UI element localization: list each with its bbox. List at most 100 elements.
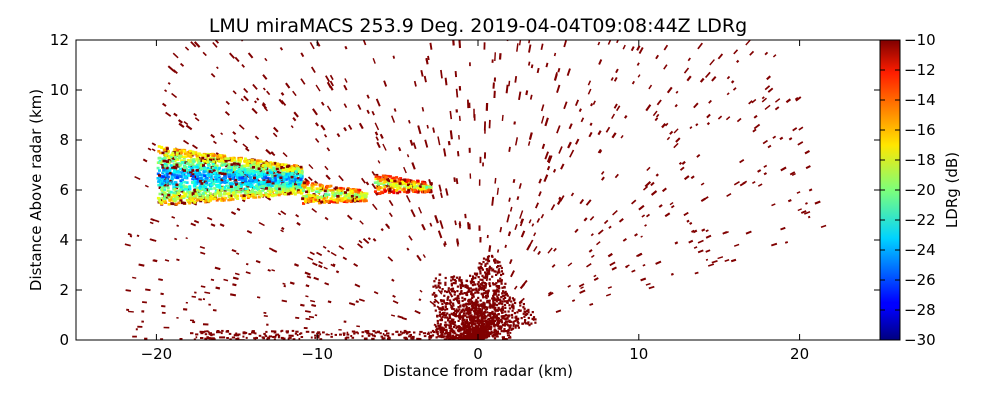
radar-echo-clutter <box>481 318 483 320</box>
cloud-layer-main-cell <box>186 162 189 165</box>
cloud-layer-main-cell <box>257 162 260 165</box>
radar-echo-speckle <box>441 70 442 78</box>
radar-echo-ground <box>437 331 439 333</box>
radar-echo-clutter <box>465 321 467 323</box>
radar-echo-speckle <box>489 245 490 252</box>
cloud-layer-main-cell <box>230 163 233 166</box>
radar-echo-clutter <box>501 292 503 294</box>
cloud-layer-tail-cell <box>358 189 361 192</box>
radar-echo-speckle <box>130 236 132 237</box>
cloud-layer-tail-cell <box>316 187 319 190</box>
cloud-layer-main-cell <box>283 179 286 182</box>
radar-echo-clutter <box>511 316 513 318</box>
cloud-layer-main-cell <box>218 184 221 187</box>
radar-echo-clutter <box>440 323 442 325</box>
cloud-layer-main-cell <box>247 168 250 171</box>
radar-echo-ground <box>217 330 220 332</box>
radar-echo-speckle <box>457 178 458 184</box>
radar-echo-ground <box>232 337 235 339</box>
cloud-layer-main-cell <box>170 164 173 167</box>
radar-echo-clutter <box>493 270 495 272</box>
radar-echo-clutter <box>488 314 490 316</box>
radar-echo-clutter <box>467 300 469 302</box>
radar-echo-clutter <box>456 310 458 312</box>
cloud-layer-main-cell <box>218 172 221 175</box>
radar-echo-speckle <box>306 285 309 286</box>
radar-echo-ground <box>200 332 203 334</box>
radar-echo-clutter <box>489 307 491 309</box>
radar-echo-speckle <box>509 81 510 86</box>
radar-echo-ground <box>209 337 212 339</box>
radar-echo-clutter <box>443 328 445 330</box>
cloud-layer-main-cell <box>166 160 169 163</box>
cloud-layer-tail-cell <box>301 197 304 200</box>
cloud-layer-tail-cell <box>351 190 354 193</box>
cloud-layer-main-cell <box>223 192 226 195</box>
radar-echo-ground <box>392 333 395 335</box>
cloud-layer-main-cell <box>214 197 217 200</box>
radar-echo-clutter <box>432 286 434 288</box>
radar-echo-ground <box>473 338 475 340</box>
cloud-layer-main-cell <box>179 197 182 200</box>
radar-echo-speckle <box>393 56 394 59</box>
radar-echo-speckle <box>451 130 452 139</box>
cloud-layer-main-cell <box>225 160 228 163</box>
radar-echo-clutter <box>466 287 468 289</box>
cloud-layer-main-cell <box>189 160 192 163</box>
radar-echo-clutter <box>437 322 439 324</box>
radar-echo-clutter <box>492 323 494 325</box>
cloud-layer-main-cell <box>192 175 195 178</box>
cloud-layer-main-cell <box>157 197 160 200</box>
cloud-layer-tail-cell <box>351 195 354 198</box>
radar-echo-ground <box>406 333 409 335</box>
radar-echo-ground <box>504 330 507 332</box>
radar-echo-speckle <box>272 270 275 271</box>
cloud-layer-main-cell <box>260 181 263 184</box>
radar-echo-speckle <box>283 283 286 284</box>
radar-echo-ground <box>317 332 319 334</box>
cloud-layer-main-cell <box>196 155 199 158</box>
radar-echo-clutter <box>506 317 508 319</box>
radar-echo-clutter <box>504 283 506 285</box>
radar-echo-clutter <box>482 296 484 298</box>
cloud-layer-main-cell <box>298 183 301 186</box>
radar-echo-clutter <box>439 311 441 313</box>
radar-echo-clutter <box>491 319 493 321</box>
radar-echo-ground <box>402 332 404 334</box>
radar-echo-clutter <box>460 281 462 283</box>
radar-echo-speckle <box>460 116 461 121</box>
radar-echo-ground <box>204 331 206 333</box>
radar-echo-speckle <box>449 141 450 145</box>
radar-echo-speckle <box>454 177 455 182</box>
cloud-layer-main-cell <box>202 170 205 173</box>
radar-echo-clutter <box>515 327 517 329</box>
radar-echo-ground <box>355 331 358 333</box>
radar-echo-speckle <box>433 195 434 199</box>
radar-echo-clutter <box>496 316 498 318</box>
radar-echo-clutter <box>484 271 486 273</box>
radar-echo-clutter <box>451 290 453 292</box>
cloud-layer-main-cell <box>260 195 263 198</box>
radar-echo-clutter <box>484 304 486 306</box>
radar-echo-clutter <box>480 312 482 314</box>
radar-echo-clutter <box>464 315 466 317</box>
radar-echo-clutter <box>458 280 460 282</box>
radar-echo-ground <box>364 338 367 340</box>
cloud-layer-main-cell <box>237 191 240 194</box>
radar-echo-clutter <box>466 309 468 311</box>
cloud-layer-main-cell <box>231 158 234 161</box>
radar-echo-speckle <box>402 318 407 319</box>
radar-echo-speckle <box>446 78 447 86</box>
radar-echo-clutter <box>503 295 505 297</box>
radar-echo-clutter <box>503 328 505 330</box>
radar-echo-clutter <box>499 299 501 301</box>
radar-echo-clutter <box>483 326 485 328</box>
radar-echo-speckle <box>509 232 510 236</box>
radar-echo-speckle <box>457 239 458 245</box>
radar-echo-clutter <box>477 326 479 328</box>
radar-echo-clutter <box>497 324 499 326</box>
cloud-layer-main-cell <box>244 183 247 186</box>
radar-echo-speckle <box>237 209 240 211</box>
cloud-layer-main-cell <box>215 184 218 187</box>
cloud-layer-main-cell <box>236 163 239 166</box>
